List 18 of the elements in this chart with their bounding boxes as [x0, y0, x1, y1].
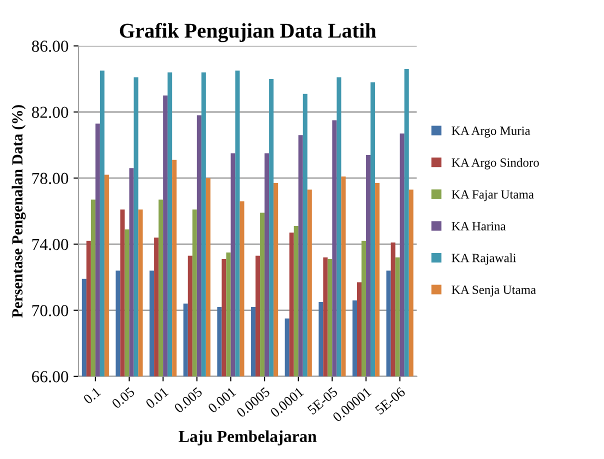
x-tick-label: 0.05: [111, 386, 136, 409]
y-tick-label: 86.00: [32, 40, 68, 52]
legend-label: KA Senja Utama: [452, 286, 536, 297]
legend-label: KA Harina: [452, 222, 506, 230]
y-tick-label: 82.00: [32, 106, 68, 118]
y-tick-label: 70.00: [32, 304, 68, 316]
y-axis-title: Persentase Pengenalan Data (%): [12, 105, 26, 318]
chart-title: Grafik Pengujian Data Latih: [120, 22, 376, 42]
y-tick-label: 66.00: [32, 371, 68, 382]
legend-label: KA Argo Sindoro: [452, 158, 539, 170]
x-tick-label: 0.01: [145, 386, 169, 409]
legend-label: KA Rajawali: [452, 253, 516, 265]
y-tick-label: 78.00: [32, 172, 68, 184]
x-tick-label: 0.1: [82, 386, 102, 404]
legend-label: KA Argo Muria: [452, 126, 530, 138]
y-tick-label: 74.00: [32, 238, 68, 250]
legend-label: KA Fajar Utama: [452, 190, 534, 202]
x-axis-title: Laju Pembelajaran: [178, 430, 317, 446]
